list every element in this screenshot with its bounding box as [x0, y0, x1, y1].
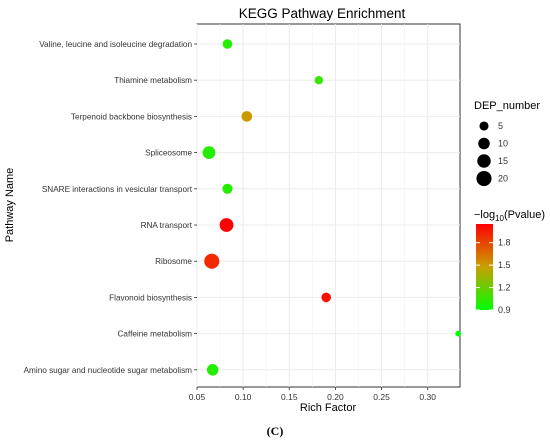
size-legend-label: 5: [498, 121, 503, 131]
y-tick-label: Flavonoid biosynthesis: [109, 293, 192, 302]
x-tick-label: 0.05: [189, 392, 206, 402]
color-tick-label: 1.5: [498, 260, 511, 270]
y-axis-labels: Valine, leucine and isoleucine degradati…: [24, 40, 197, 375]
size-legend: DEP_number 5 10 15 20: [474, 100, 540, 187]
data-point: [202, 146, 216, 159]
color-tick-label: 0.9: [498, 305, 511, 315]
y-tick-label: Terpenoid backbone biosynthesis: [71, 112, 192, 121]
size-legend-label: 20: [498, 174, 508, 184]
x-axis-ticks: 0.05 0.10 0.15 0.20 0.25 0.30: [189, 387, 436, 402]
x-tick-label: 0.15: [281, 392, 298, 402]
y-axis-label: Pathway Name: [4, 168, 16, 243]
y-tick-label: Valine, leucine and isoleucine degradati…: [39, 40, 192, 49]
size-legend-dot: [478, 137, 490, 150]
data-point: [222, 39, 233, 49]
data-point: [219, 218, 234, 232]
y-tick-label: Thiamine metabolism: [114, 76, 192, 85]
figure-caption: (C): [266, 424, 284, 438]
plot-panel: [196, 23, 461, 388]
data-point: [206, 364, 219, 376]
y-tick-label: SNARE interactions in vesicular transpor…: [42, 185, 193, 194]
data-point: [314, 76, 324, 85]
color-tick-label: 1.2: [498, 283, 511, 293]
size-legend-dot: [476, 170, 492, 187]
size-legend-title: DEP_number: [474, 100, 540, 112]
y-tick-label: Spliceosome: [145, 149, 192, 158]
y-tick-label: Amino sugar and nucleotide sugar metabol…: [24, 366, 193, 375]
x-axis-label: Rich Factor: [300, 402, 357, 414]
y-tick-label: RNA transport: [141, 221, 193, 230]
x-tick-label: 0.30: [419, 392, 436, 402]
x-tick-label: 0.25: [373, 392, 390, 402]
data-point: [204, 253, 220, 269]
size-legend-dot: [479, 121, 489, 131]
data-point: [321, 292, 331, 303]
y-tick-label: Caffeine metabolism: [118, 330, 193, 339]
color-legend: −log10(Pvalue) 1.8 1.5 1.2 0.9: [474, 209, 545, 315]
data-points: [202, 39, 462, 376]
color-legend-title: −log10(Pvalue): [474, 209, 545, 223]
color-bar: [476, 224, 493, 310]
grid: [196, 24, 460, 387]
x-tick-label: 0.20: [327, 392, 344, 402]
size-legend-dot: [477, 154, 491, 168]
chart-title: KEGG Pathway Enrichment: [239, 6, 406, 21]
size-legend-label: 15: [498, 156, 508, 166]
data-point: [222, 183, 233, 194]
x-tick-label: 0.10: [235, 392, 252, 402]
color-tick-label: 1.8: [498, 238, 511, 248]
data-point: [455, 330, 462, 337]
size-legend-label: 10: [498, 139, 508, 149]
data-point: [241, 111, 253, 122]
y-tick-label: Ribosome: [155, 257, 192, 266]
